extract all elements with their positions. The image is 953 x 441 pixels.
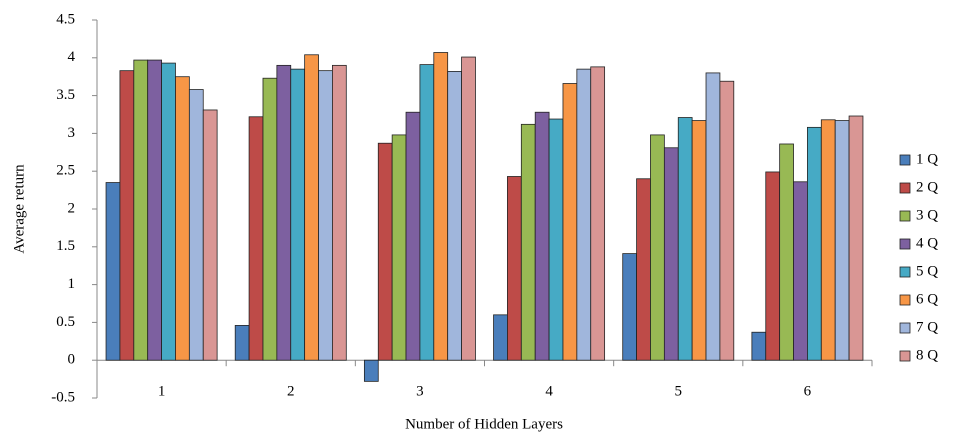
legend-label: 3 Q [916,207,938,223]
bar [248,116,264,361]
legend-swatch [899,350,911,362]
y-tick-label: 0.5 [56,314,75,330]
bar [834,120,850,361]
bar [419,64,435,361]
legend-swatch [899,322,911,334]
bar [105,182,121,361]
y-tick-label: 4 [68,49,76,65]
bar [719,80,735,361]
bar [405,111,421,361]
y-tick-label: 0 [68,352,76,368]
x-axis-title: Number of Hidden Layers [405,416,563,432]
bar [391,134,407,361]
bar [332,64,347,361]
bar [562,83,578,361]
x-tick-label: 3 [416,384,424,400]
bar [461,56,476,361]
bar [133,59,149,361]
legend-label: 1 Q [916,151,938,167]
bar [234,325,250,361]
bar [262,77,278,361]
bar [793,181,808,361]
bar [119,70,135,361]
bar [433,52,449,361]
y-tick-label: 3.5 [56,87,75,103]
x-tick-label: 2 [287,384,295,400]
x-tick-label: 5 [675,384,683,400]
bar [576,68,592,361]
bar [363,359,379,382]
y-tick-label: 4.5 [56,11,75,27]
bar [318,70,333,361]
bar [751,331,767,361]
bar [705,72,721,361]
legend-label: 2 Q [916,179,938,195]
y-tick-label: 2.5 [56,163,75,179]
bar [677,117,693,361]
x-tick-label: 4 [545,384,553,400]
legend-swatch [899,266,911,278]
bar [188,89,204,361]
legend-swatch [899,210,911,222]
x-tick-label: 6 [804,384,812,400]
bar [276,64,292,361]
bar [175,76,190,361]
bar [691,120,707,361]
legend-label: 6 Q [916,291,938,307]
y-tick-label: -0.5 [51,389,75,405]
bar [507,176,522,361]
bar [650,134,665,361]
bar [534,111,550,361]
legend-swatch [899,182,911,194]
bar [779,143,794,361]
legend-label: 8 Q [916,347,938,363]
bar [765,171,781,361]
bar [377,142,393,361]
legend-swatch [899,294,911,306]
bar [493,314,508,361]
bar [520,123,536,361]
legend-swatch [899,154,911,166]
y-tick-label: 2 [68,200,76,216]
bar [636,178,651,361]
bar [161,62,176,361]
bar [663,147,679,361]
bar [848,115,864,361]
legend-label: 4 Q [916,235,938,251]
y-axis-title: Average return [11,164,27,254]
bar [622,253,637,361]
legend-label: 5 Q [916,263,938,279]
y-tick-label: 3 [68,125,76,141]
y-tick-label: 1 [68,276,76,292]
bar [447,71,462,361]
x-tick-label: 1 [158,384,166,400]
y-tick-label: 1.5 [56,238,75,254]
legend-swatch [899,238,911,250]
bar [147,59,162,361]
bar [290,68,306,361]
bar [590,66,606,361]
bar [548,118,564,361]
bar [820,119,836,361]
bar [202,109,218,361]
bar [807,126,822,361]
legend-label: 7 Q [916,319,938,335]
bar [304,54,319,361]
